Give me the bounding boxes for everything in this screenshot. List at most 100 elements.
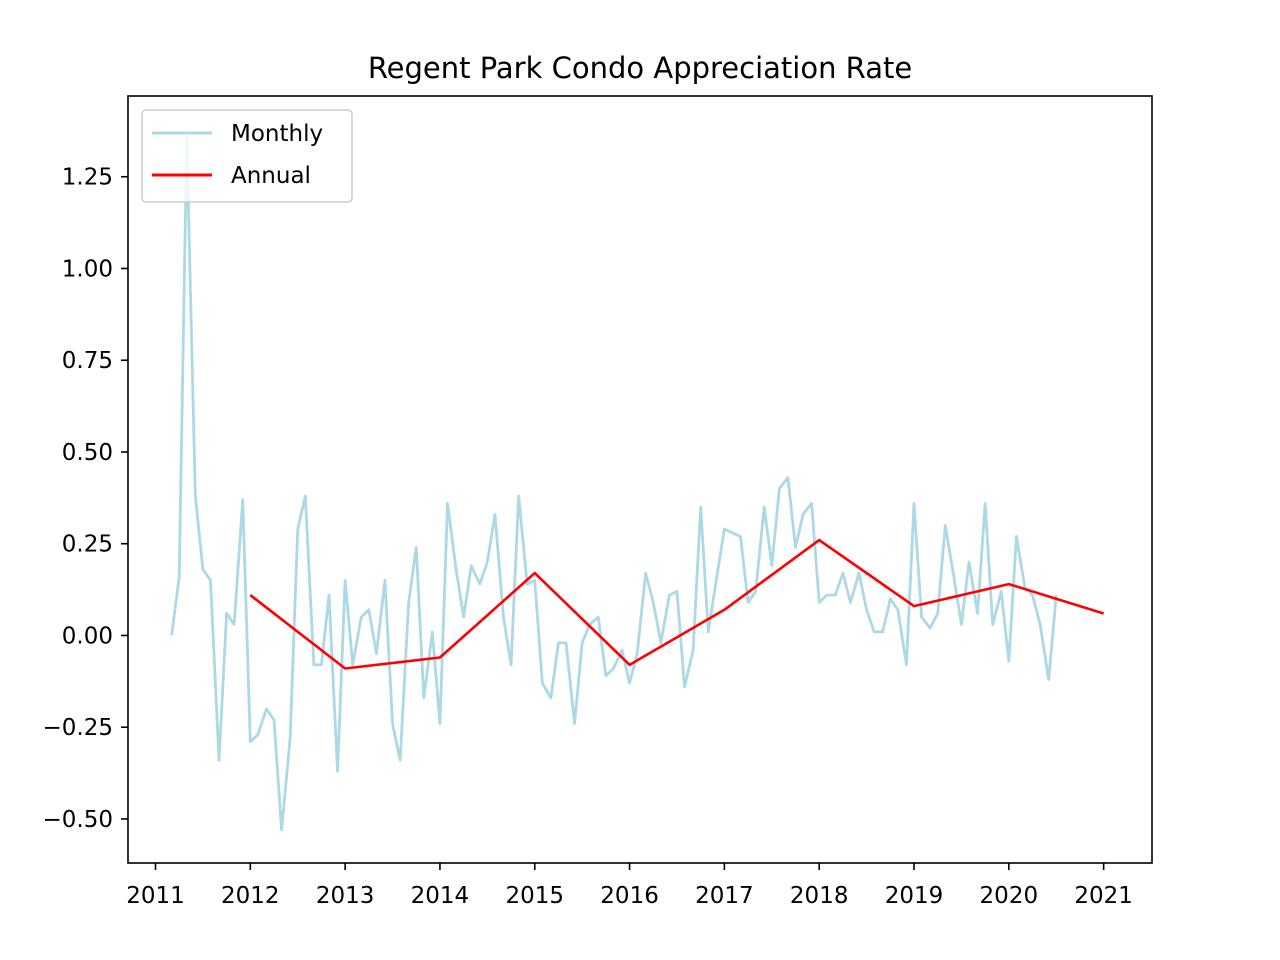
data-point-monthly bbox=[265, 707, 268, 710]
data-point-annual bbox=[249, 594, 252, 597]
x-tick-label: 2013 bbox=[316, 883, 375, 909]
data-point-monthly bbox=[873, 630, 876, 633]
data-point-annual bbox=[533, 572, 536, 575]
data-point-monthly bbox=[225, 612, 228, 615]
data-point-monthly bbox=[968, 561, 971, 564]
data-point-monthly bbox=[1039, 623, 1042, 626]
data-point-monthly bbox=[249, 740, 252, 743]
data-point-monthly bbox=[289, 737, 292, 740]
data-point-monthly bbox=[889, 597, 892, 600]
y-tick-label: −0.25 bbox=[43, 715, 113, 741]
data-point-monthly bbox=[462, 616, 465, 619]
data-point-monthly bbox=[1031, 594, 1034, 597]
series-line-annual bbox=[249, 538, 1105, 670]
data-point-monthly bbox=[1007, 660, 1010, 663]
data-point-monthly bbox=[707, 630, 710, 633]
x-tick-label: 2011 bbox=[126, 883, 185, 909]
data-point-monthly bbox=[344, 579, 347, 582]
data-point-monthly bbox=[375, 652, 378, 655]
data-point-annual bbox=[723, 608, 726, 611]
data-point-monthly bbox=[763, 506, 766, 509]
data-point-monthly bbox=[296, 528, 299, 531]
data-point-annual bbox=[818, 539, 821, 542]
data-point-monthly bbox=[659, 641, 662, 644]
data-point-monthly bbox=[747, 601, 750, 604]
data-point-monthly bbox=[621, 649, 624, 652]
data-point-monthly bbox=[194, 495, 197, 498]
data-point-monthly bbox=[644, 572, 647, 575]
data-point-annual bbox=[439, 656, 442, 659]
x-tick-label: 2019 bbox=[885, 883, 944, 909]
data-point-monthly bbox=[422, 696, 425, 699]
plot-frame bbox=[127, 95, 1153, 864]
data-point-monthly bbox=[676, 590, 679, 593]
data-point-monthly bbox=[865, 608, 868, 611]
data-point-monthly bbox=[415, 546, 418, 549]
data-point-monthly bbox=[510, 663, 513, 666]
data-point-monthly bbox=[754, 590, 757, 593]
y-tick-label: 1.25 bbox=[62, 165, 113, 191]
y-tick-label: 0.25 bbox=[62, 532, 113, 558]
data-point-monthly bbox=[842, 572, 845, 575]
data-point-monthly bbox=[233, 623, 236, 626]
x-tick-label: 2014 bbox=[411, 883, 470, 909]
data-point-monthly bbox=[541, 682, 544, 685]
data-point-monthly bbox=[628, 682, 631, 685]
data-point-monthly bbox=[517, 495, 520, 498]
data-point-monthly bbox=[612, 667, 615, 670]
data-point-monthly bbox=[897, 608, 900, 611]
data-point-monthly bbox=[604, 674, 607, 677]
legend-label-monthly: Monthly bbox=[231, 121, 323, 147]
legend-label-annual: Annual bbox=[231, 163, 311, 189]
data-point-monthly bbox=[881, 630, 884, 633]
data-point-monthly bbox=[304, 495, 307, 498]
data-point-monthly bbox=[944, 524, 947, 527]
data-point-monthly bbox=[407, 601, 410, 604]
data-point-monthly bbox=[920, 616, 923, 619]
data-point-annual bbox=[344, 667, 347, 670]
data-point-monthly bbox=[391, 722, 394, 725]
data-point-monthly bbox=[202, 568, 205, 571]
data-point-monthly bbox=[936, 612, 939, 615]
data-point-monthly bbox=[494, 513, 497, 516]
data-point-monthly bbox=[858, 572, 861, 575]
data-point-monthly bbox=[692, 649, 695, 652]
data-point-monthly bbox=[825, 594, 828, 597]
data-point-monthly bbox=[351, 663, 354, 666]
data-point-monthly bbox=[984, 502, 987, 505]
data-point-monthly bbox=[431, 630, 434, 633]
data-point-annual bbox=[1007, 583, 1010, 586]
data-point-monthly bbox=[367, 608, 370, 611]
data-point-monthly bbox=[273, 718, 276, 721]
data-point-monthly bbox=[573, 722, 576, 725]
data-point-monthly bbox=[683, 685, 686, 688]
data-point-monthly bbox=[723, 528, 726, 531]
data-point-monthly bbox=[699, 506, 702, 509]
data-point-monthly bbox=[778, 487, 781, 490]
x-axis: 2011 2012 2013 2014 2015 2016 2017 2018 2019 2020… bbox=[126, 863, 1133, 909]
data-point-monthly bbox=[715, 575, 718, 578]
data-point-monthly bbox=[834, 594, 837, 597]
data-point-monthly bbox=[810, 502, 813, 505]
data-point-monthly bbox=[320, 663, 323, 666]
data-point-monthly bbox=[533, 579, 536, 582]
data-point-monthly bbox=[312, 663, 315, 666]
data-point-monthly bbox=[991, 623, 994, 626]
data-point-monthly bbox=[905, 663, 908, 666]
y-tick-label: 1.00 bbox=[62, 256, 113, 282]
data-point-monthly bbox=[1000, 590, 1003, 593]
data-point-monthly bbox=[1015, 535, 1018, 538]
data-point-monthly bbox=[976, 612, 979, 615]
data-point-monthly bbox=[526, 583, 529, 586]
data-point-monthly bbox=[731, 531, 734, 534]
data-point-monthly bbox=[328, 594, 331, 597]
series-line-monthly bbox=[170, 134, 1058, 832]
data-point-monthly bbox=[455, 568, 458, 571]
data-point-monthly bbox=[913, 502, 916, 505]
data-point-monthly bbox=[209, 579, 212, 582]
data-point-monthly bbox=[257, 733, 260, 736]
x-tick-label: 2020 bbox=[980, 883, 1039, 909]
x-tick-label: 2021 bbox=[1074, 883, 1133, 909]
data-point-monthly bbox=[565, 641, 568, 644]
data-point-monthly bbox=[1047, 678, 1050, 681]
